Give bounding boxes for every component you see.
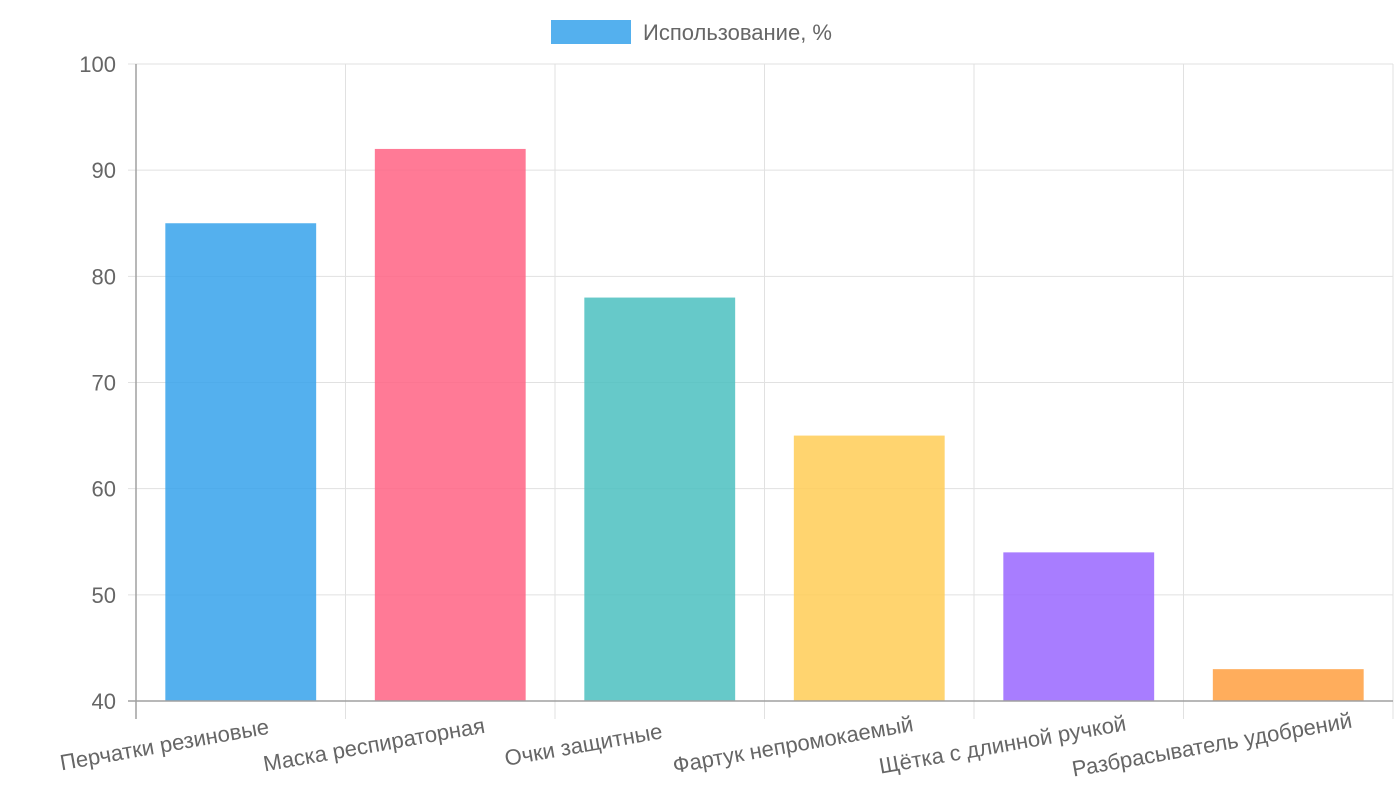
x-tick-label: Фартук непромокаемый [671,711,915,778]
y-tick-label: 90 [92,158,116,183]
y-tick-label: 80 [92,264,116,289]
bar[interactable] [1212,669,1364,701]
bar[interactable] [1003,552,1155,701]
legend[interactable]: Использование, % [551,20,832,45]
legend-label[interactable]: Использование, % [643,20,832,45]
bar[interactable] [793,435,945,701]
bars [165,148,1364,701]
y-tick-label: 100 [79,52,116,77]
grid [128,63,1394,719]
x-tick-label: Очки защитные [503,718,665,770]
bar[interactable] [374,148,526,701]
legend-swatch[interactable] [551,20,631,44]
axes [128,64,1393,719]
y-tick-label: 50 [92,583,116,608]
bar[interactable] [165,223,317,701]
x-tick-label: Маска респираторная [261,713,486,777]
y-tick-label: 70 [92,371,116,396]
y-tick-label: 40 [92,689,116,714]
x-tick-label: Перчатки резиновые [58,714,271,775]
bar[interactable] [584,297,736,701]
y-tick-label: 60 [92,477,116,502]
